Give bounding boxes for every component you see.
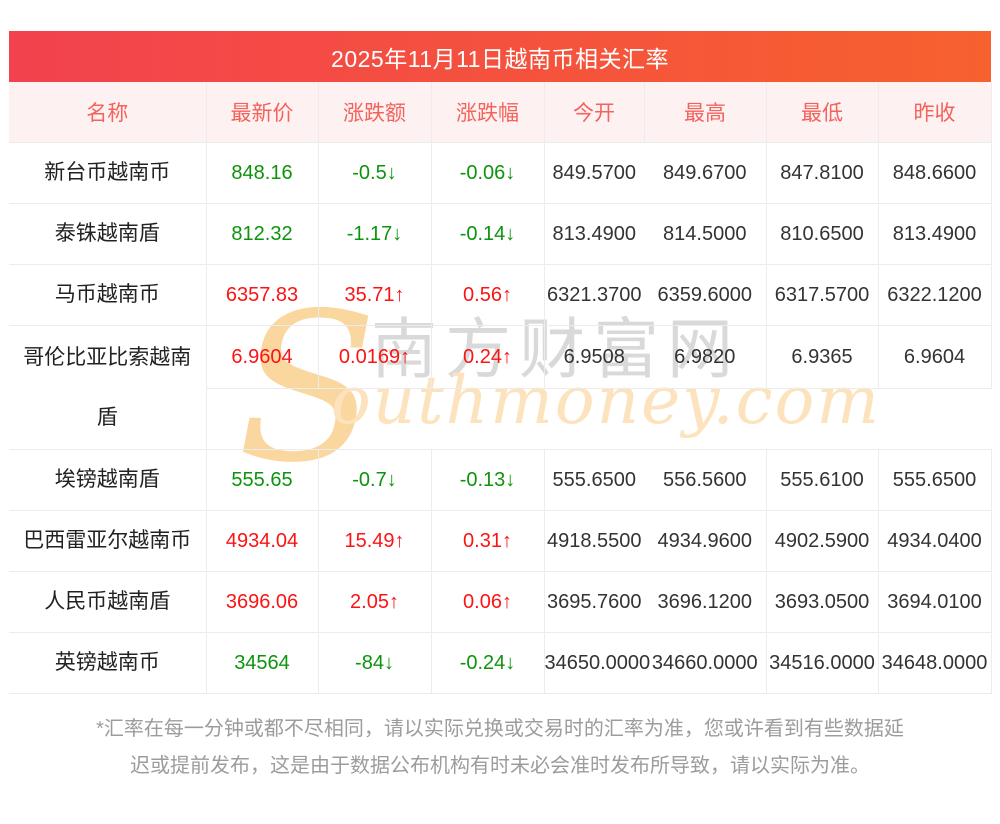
spacer-cell bbox=[206, 388, 991, 450]
low-cell: 6317.5700 bbox=[766, 264, 879, 326]
change-amount-cell: 2.05↑ bbox=[318, 571, 432, 633]
col-header-name: 名称 bbox=[9, 82, 207, 143]
high-cell: 3696.1200 bbox=[644, 571, 767, 633]
header-row: 名称 最新价 涨跌额 涨跌幅 今开 最高 最低 昨收 bbox=[9, 82, 992, 143]
open-cell: 3695.7600 bbox=[544, 571, 644, 633]
currency-pair-name: 人民币越南盾 bbox=[9, 571, 207, 633]
change-amount-cell: 15.49↑ bbox=[318, 510, 432, 572]
low-cell: 847.8100 bbox=[766, 142, 879, 204]
col-header-change-amount: 涨跌额 bbox=[318, 82, 432, 143]
latest-price-cell: 812.32 bbox=[206, 203, 319, 265]
low-cell: 4902.5900 bbox=[766, 510, 879, 572]
table-row: 英镑越南币 34564 -84↓ -0.24↓ 34650.0000 34660.0000… bbox=[9, 632, 992, 694]
col-header-change-percent: 涨跌幅 bbox=[431, 82, 545, 143]
high-cell: 6.9820 bbox=[644, 325, 767, 389]
high-cell: 34660.0000 bbox=[644, 632, 767, 694]
low-cell: 6.9365 bbox=[766, 325, 879, 389]
change-amount-cell: -84↓ bbox=[318, 632, 432, 694]
change-percent-cell: 0.06↑ bbox=[431, 571, 545, 633]
prev-close-cell: 4934.0400 bbox=[878, 510, 992, 572]
change-amount-cell: 0.0169↑ bbox=[318, 325, 432, 389]
high-cell: 4934.9600 bbox=[644, 510, 767, 572]
currency-pair-name: 马币越南币 bbox=[9, 264, 207, 326]
col-header-prev-close: 昨收 bbox=[878, 82, 992, 143]
col-header-open: 今开 bbox=[544, 82, 645, 143]
table-row: 巴西雷亚尔越南币 4934.04 15.49↑ 0.31↑ 4918.5500 4934.… bbox=[9, 510, 992, 572]
disclaimer: *汇率在每一分钟或都不尽相同，请以实际兑换或交易时的汇率为准，您或许看到有些数据… bbox=[0, 711, 1000, 785]
low-cell: 810.6500 bbox=[766, 203, 879, 265]
latest-price-cell: 3696.06 bbox=[206, 571, 319, 633]
latest-price-cell: 6.9604 bbox=[206, 325, 319, 389]
change-percent-cell: -0.24↓ bbox=[431, 632, 545, 694]
latest-price-cell: 848.16 bbox=[206, 142, 319, 204]
change-percent-cell: -0.06↓ bbox=[431, 142, 545, 204]
rates-table: 名称 最新价 涨跌额 涨跌幅 今开 最高 最低 昨收 新台币越南币 848.16-… bbox=[9, 82, 992, 694]
high-cell: 6359.6000 bbox=[644, 264, 767, 326]
disclaimer-line-2: 迟或提前发布，这是由于数据公布机构有时未必会准时发布所导致，请以实际为准。 bbox=[130, 755, 870, 777]
prev-close-cell: 34648.0000 bbox=[878, 632, 992, 694]
spacer-row bbox=[9, 388, 991, 450]
currency-pair-name: 埃镑越南盾 bbox=[9, 449, 207, 511]
prev-close-cell: 3694.0100 bbox=[878, 571, 992, 633]
change-percent-cell: 0.56↑ bbox=[431, 264, 545, 326]
change-percent-cell: 0.24↑ bbox=[431, 325, 545, 389]
high-cell: 814.5000 bbox=[644, 203, 767, 265]
high-cell: 556.5600 bbox=[644, 449, 767, 511]
latest-price-cell: 34564 bbox=[206, 632, 319, 694]
currency-pair-name: 巴西雷亚尔越南币 bbox=[9, 510, 207, 572]
currency-pair-name: 哥伦比亚比索越南盾 bbox=[9, 325, 207, 450]
open-cell: 849.5700 bbox=[544, 142, 644, 204]
low-cell: 555.6100 bbox=[766, 449, 879, 511]
change-amount-cell: -1.17↓ bbox=[318, 203, 432, 265]
page-title: 2025年11月11日越南币相关汇率 bbox=[331, 45, 669, 72]
low-cell: 3693.0500 bbox=[766, 571, 879, 633]
table-row: 人民币越南盾 3696.06 2.05↑ 0.06↑ 3695.7600 3696.120… bbox=[9, 571, 992, 633]
change-amount-cell: -0.5↓ bbox=[318, 142, 432, 204]
prev-close-cell: 813.4900 bbox=[878, 203, 992, 265]
table-row: 新台币越南币 848.16 -0.5↓ -0.06↓ 849.5700 849.6700 8… bbox=[9, 142, 992, 204]
open-cell: 4918.5500 bbox=[544, 510, 644, 572]
change-amount-cell: 35.71↑ bbox=[318, 264, 432, 326]
open-cell: 34650.0000 bbox=[544, 632, 650, 694]
table-row: 泰铢越南盾 812.32 -1.17↓ -0.14↓ 813.4900 814.5000 8… bbox=[9, 203, 992, 265]
col-header-latest-price: 最新价 bbox=[206, 82, 319, 143]
prev-close-cell: 555.6500 bbox=[878, 449, 992, 511]
table-row: 马币越南币 6357.83 35.71↑ 0.56↑ 6321.3700 6359.600… bbox=[9, 264, 992, 326]
rates-table-body: 新台币越南币 848.16 -0.5↓ -0.06↓ 849.5700 849.6700 8… bbox=[9, 142, 992, 694]
currency-pair-name: 泰铢越南盾 bbox=[9, 203, 207, 265]
open-cell: 6321.3700 bbox=[544, 264, 644, 326]
change-percent-cell: -0.14↓ bbox=[431, 203, 545, 265]
open-cell: 555.6500 bbox=[544, 449, 644, 511]
latest-price-cell: 4934.04 bbox=[206, 510, 319, 572]
disclaimer-line-1: *汇率在每一分钟或都不尽相同，请以实际兑换或交易时的汇率为准，您或许看到有些数据… bbox=[96, 718, 904, 740]
prev-close-cell: 6.9604 bbox=[878, 325, 992, 389]
table-row: 埃镑越南盾 555.65 -0.7↓ -0.13↓ 555.6500 556.5600 55… bbox=[9, 449, 992, 511]
currency-pair-name: 新台币越南币 bbox=[9, 142, 207, 204]
col-header-low: 最低 bbox=[766, 82, 879, 143]
change-amount-cell: -0.7↓ bbox=[318, 449, 432, 511]
prev-close-cell: 848.6600 bbox=[878, 142, 992, 204]
open-cell: 6.9508 bbox=[544, 325, 644, 389]
change-percent-cell: 0.31↑ bbox=[431, 510, 545, 572]
page-container: 2025年11月11日越南币相关汇率 S 南方财富网 outhmoney.com… bbox=[9, 31, 992, 694]
col-header-high: 最高 bbox=[644, 82, 767, 143]
latest-price-cell: 555.65 bbox=[206, 449, 319, 511]
change-percent-cell: -0.13↓ bbox=[431, 449, 545, 511]
table-row: 哥伦比亚比索越南盾 6.9604 0.0169↑ 0.24↑ 6.9508 6.9820 6… bbox=[9, 325, 992, 450]
prev-close-cell: 6322.1200 bbox=[878, 264, 992, 326]
title-bar: 2025年11月11日越南币相关汇率 bbox=[9, 31, 991, 82]
latest-price-cell: 6357.83 bbox=[206, 264, 319, 326]
high-cell: 849.6700 bbox=[644, 142, 767, 204]
low-cell: 34516.0000 bbox=[766, 632, 879, 694]
open-cell: 813.4900 bbox=[544, 203, 644, 265]
currency-pair-name: 英镑越南币 bbox=[9, 632, 207, 694]
